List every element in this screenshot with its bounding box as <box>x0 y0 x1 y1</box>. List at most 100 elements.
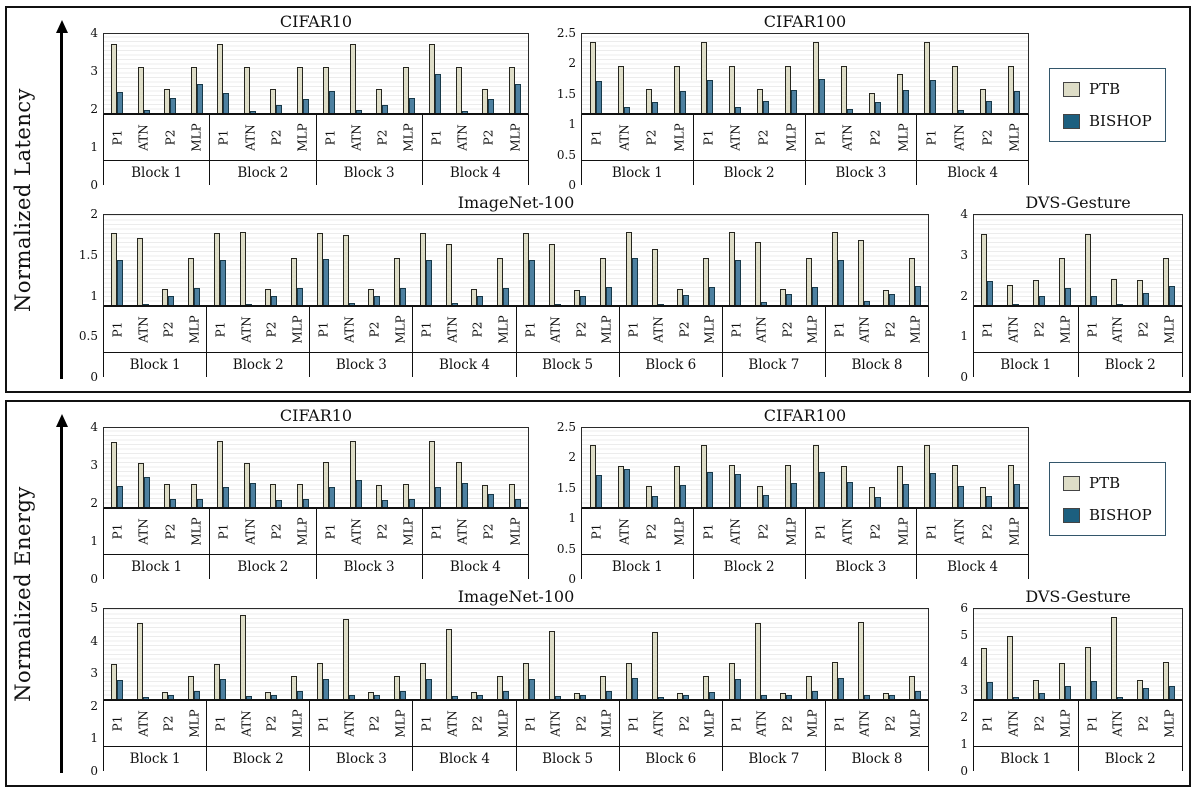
block-axis: Block 1 Block 2 Block 3 Block 4 <box>581 554 1029 579</box>
bar-ptb <box>455 66 462 113</box>
bar-bishop <box>223 93 230 113</box>
bar-bishop <box>679 90 686 113</box>
bar-bishop <box>651 495 658 507</box>
plot-area <box>103 33 529 115</box>
bar-pair <box>1026 215 1052 305</box>
bar-pair <box>889 34 917 113</box>
bar-ptb <box>213 663 220 699</box>
bar-pair <box>861 428 889 507</box>
block-axis: Block 1 Block 2 Block 3 Block 4 <box>103 160 529 185</box>
block-label: Block 3 <box>310 747 414 771</box>
category-label-group: P1 ATN P2 MLP <box>826 307 928 352</box>
legend-swatch-ptb <box>1063 475 1080 491</box>
bar-pair <box>694 428 722 507</box>
bar-bishop <box>477 296 484 305</box>
bar-bishop <box>763 101 770 113</box>
bar-ptb <box>497 675 504 699</box>
block-label: Block 2 <box>207 353 311 377</box>
bar-bishop <box>930 472 937 507</box>
bar-ptb <box>1007 284 1013 305</box>
bar-pair <box>181 609 207 699</box>
block-group <box>805 34 917 113</box>
bar-ptb <box>508 484 515 507</box>
bar-pair <box>130 215 156 305</box>
bar-bishop <box>1039 296 1045 305</box>
bar-ptb <box>316 663 323 699</box>
bar-bishop <box>679 484 686 507</box>
block-label: Block 7 <box>723 353 826 377</box>
bar-ptb <box>840 65 847 113</box>
bar-ptb <box>368 691 375 699</box>
bar-bishop <box>329 91 336 113</box>
category-label-group: P1 ATN P2 MLP <box>1079 701 1183 746</box>
bar-ptb <box>376 485 383 507</box>
bar-pair <box>156 215 182 305</box>
category-label: MLP <box>507 517 522 546</box>
bar-pair <box>184 34 211 113</box>
block-group <box>422 428 528 507</box>
bar-bishop <box>863 694 870 699</box>
block-group <box>825 609 928 699</box>
bar-pair <box>439 215 465 305</box>
bar-ptb <box>909 675 916 699</box>
bar-bishop <box>488 494 495 507</box>
plot-area <box>103 214 929 307</box>
bar-bishop <box>528 679 535 699</box>
chart-latency-imagenet100: ImageNet-100 2 1.5 1 0.5 0 P1 ATN P2 MLP P1 ATN P2… <box>73 193 929 384</box>
bar-pair <box>1104 609 1130 699</box>
bar-ptb <box>812 445 819 507</box>
category-label-group: P1 ATN P2 MLP <box>104 509 211 554</box>
bar-bishop <box>503 690 510 699</box>
bar-bishop <box>245 303 252 305</box>
bar-ptb <box>342 618 349 699</box>
bar-bishop <box>734 679 741 699</box>
category-label-group: P1 ATN P2 MLP <box>207 701 311 746</box>
bar-pair <box>721 428 749 507</box>
bar-bishop <box>683 295 690 305</box>
bar-pair <box>721 34 749 113</box>
block-group <box>619 609 722 699</box>
category-label-group: P1 ATN P2 MLP <box>317 115 423 160</box>
bar-bishop <box>554 303 561 305</box>
bar-ptb <box>840 465 847 507</box>
bar-bishop <box>580 695 587 699</box>
bar-ptb <box>482 89 489 113</box>
bar-pair <box>861 34 889 113</box>
bar-pair <box>696 215 722 305</box>
bar-bishop <box>271 694 278 699</box>
bar-pair <box>131 34 158 113</box>
bar-ptb <box>445 628 452 699</box>
latency-row-2: ImageNet-100 2 1.5 1 0.5 0 P1 ATN P2 MLP P1 ATN P2… <box>73 193 1187 384</box>
latency-axis-label: Normalized Latency <box>11 87 35 312</box>
bar-pair <box>362 215 388 305</box>
bar-ptb <box>1163 662 1169 699</box>
bar-pair <box>516 609 542 699</box>
y-tick-label: 4 <box>960 207 968 221</box>
bar-pair <box>833 34 861 113</box>
block-label: Block 8 <box>851 357 903 373</box>
bar-ptb <box>909 257 916 305</box>
block-label: Block 2 <box>210 555 317 579</box>
block-axis: Block 1 Block 2 Block 3 Block 4 <box>581 160 1029 185</box>
block-label: Block 1 <box>974 747 1079 771</box>
bar-pair <box>972 428 1000 507</box>
bar-pair <box>696 609 722 699</box>
bar-bishop <box>760 301 767 305</box>
bar-bishop <box>763 495 770 507</box>
bar-pair <box>184 428 211 507</box>
bar-pair <box>877 609 903 699</box>
block-group <box>316 34 422 113</box>
bar-bishop <box>322 679 329 699</box>
bar-pair <box>944 428 972 507</box>
bar-ptb <box>164 89 171 113</box>
y-tick-label: 1 <box>90 288 98 303</box>
bar-bishop <box>606 690 613 699</box>
bar-ptb <box>1137 680 1143 699</box>
category-label-group: P1 ATN P2 MLP <box>413 307 517 352</box>
category-label: MLP <box>1007 517 1022 546</box>
y-tick-label: 0 <box>90 370 98 384</box>
bar-pair <box>974 215 1000 305</box>
bar-pair <box>582 34 610 113</box>
category-label-group: P1 ATN P2 MLP <box>620 701 723 746</box>
